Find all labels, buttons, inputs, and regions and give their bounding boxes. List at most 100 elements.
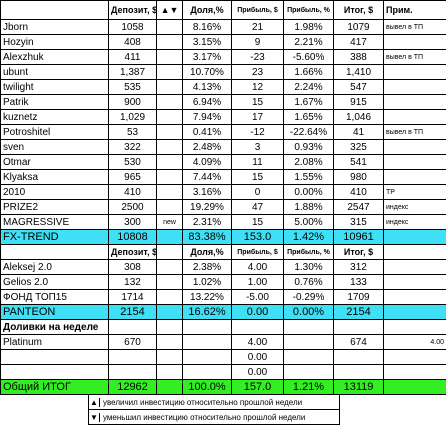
table-cell <box>108 319 157 335</box>
table-cell <box>383 289 446 305</box>
table-cell: 1.55% <box>283 169 334 185</box>
table-cell <box>156 304 183 320</box>
table-row: Gelios 2.0 132 1.02% 1.00 0.76% 133 <box>0 274 446 290</box>
table-cell <box>383 139 446 155</box>
table-cell <box>156 229 183 245</box>
table-cell <box>383 274 446 290</box>
table-cell <box>156 79 183 95</box>
table-cell: 12962 <box>108 379 157 395</box>
table-cell: Platinum <box>0 334 109 350</box>
table-row: Klyaksa 965 7.44% 15 1.55% 980 <box>0 169 446 185</box>
table-cell: 7.44% <box>182 169 232 185</box>
table-cell: 47 <box>231 199 284 215</box>
table-cell: 7.94% <box>182 109 232 125</box>
table-cell: 308 <box>108 259 157 275</box>
table-cell: 157.0 <box>231 379 284 395</box>
table-cell: Jborn <box>0 19 109 35</box>
table-cell: Alexzhuk <box>0 49 109 65</box>
table-cell: 83.38% <box>182 229 232 245</box>
table-row: Депозит, $ ▲▼ Доля,% Прибыль, $ Прибыль, % Ит… <box>0 0 446 20</box>
table-row: PANTEON 2154 16.62% 0.00 0.00% 2154 <box>0 304 446 320</box>
table-cell: 0.00 <box>231 304 284 320</box>
table-cell <box>156 319 183 335</box>
table-cell <box>182 334 232 350</box>
table-cell: 1.67% <box>283 94 334 110</box>
table-cell <box>156 169 183 185</box>
table-row: 0.00 <box>0 364 446 380</box>
table-cell <box>383 229 446 245</box>
table-cell: ubunt <box>0 64 109 80</box>
table-cell: 0 <box>231 184 284 200</box>
table-cell <box>333 319 384 335</box>
table-cell: 410 <box>108 184 157 200</box>
table-cell: 4.00 <box>231 259 284 275</box>
table-row: sven 322 2.48% 3 0.93% 325 <box>0 139 446 155</box>
table-cell: Доля,% <box>182 244 232 260</box>
table-cell: Прим. <box>383 0 446 20</box>
table-cell: Итог, $ <box>333 0 384 20</box>
table-cell: 1.30% <box>283 259 334 275</box>
table-row: kuznetz 1,029 7.94% 17 1.65% 1,046 <box>0 109 446 125</box>
table-cell: 980 <box>333 169 384 185</box>
table-cell: 1058 <box>108 19 157 35</box>
table-cell: 2010 <box>0 184 109 200</box>
table-cell: Klyaksa <box>0 169 109 185</box>
table-cell: 9 <box>231 34 284 50</box>
table-cell <box>383 304 446 320</box>
table-cell: 4.00 <box>231 334 284 350</box>
table-cell: ▲▼ <box>156 0 183 20</box>
table-row: FX-TREND 10808 83.38% 153.0 1.42% 10961 <box>0 229 446 245</box>
table-cell <box>156 184 183 200</box>
table-row: MAGRESSIVE 300 new 2.31% 15 5.00% 315 индекс <box>0 214 446 230</box>
table-cell: 100.0% <box>182 379 232 395</box>
table-cell: 3.17% <box>182 49 232 65</box>
table-cell: sven <box>0 139 109 155</box>
table-cell: вывел в ТП <box>383 19 446 35</box>
table-row: twilight 535 4.13% 12 2.24% 547 <box>0 79 446 95</box>
table-cell: 547 <box>333 79 384 95</box>
table-row: Jborn 1058 8.16% 21 1.98% 1079 вывел в ТП <box>0 19 446 35</box>
table-cell: Доливки на неделе <box>0 319 109 335</box>
table-cell: 1,046 <box>333 109 384 125</box>
table-cell: 2547 <box>333 199 384 215</box>
legend-item: ▲ увеличил инвестицию относительно прошло… <box>88 395 340 410</box>
table-cell: -5.60% <box>283 49 334 65</box>
table-cell: 1.65% <box>283 109 334 125</box>
table-cell <box>156 349 183 365</box>
table-cell: 3 <box>231 139 284 155</box>
table-cell <box>156 49 183 65</box>
table-cell: 10961 <box>333 229 384 245</box>
table-cell: 19.29% <box>182 199 232 215</box>
table-cell: 408 <box>108 34 157 50</box>
legend-symbol: ▼ <box>89 412 100 422</box>
table-cell: 541 <box>333 154 384 170</box>
table-cell: 6.94% <box>182 94 232 110</box>
table-cell: 132 <box>108 274 157 290</box>
table-cell: Aleksej 2.0 <box>0 259 109 275</box>
table-cell: 2.31% <box>182 214 232 230</box>
table-cell: 2.21% <box>283 34 334 50</box>
table-row: Общий ИТОГ 12962 100.0% 157.0 1.21% 13119 <box>0 379 446 395</box>
table-cell <box>383 379 446 395</box>
table-cell: 0.41% <box>182 124 232 140</box>
table-cell: Депозит, $ <box>108 244 157 260</box>
table-cell <box>383 94 446 110</box>
table-cell <box>0 364 109 380</box>
table-cell: вывел в ТП <box>383 49 446 65</box>
table-row: Platinum 670 4.00 674 4.00 <box>0 334 446 350</box>
table-cell: -0.29% <box>283 289 334 305</box>
table-cell <box>283 364 334 380</box>
table-cell: Прибыль, $ <box>231 0 284 20</box>
report-table: Депозит, $ ▲▼ Доля,% Прибыль, $ Прибыль, % Ит… <box>0 0 446 395</box>
table-cell <box>383 244 446 260</box>
table-cell: вывел в ТП <box>383 124 446 140</box>
table-cell: 8.16% <box>182 19 232 35</box>
table-cell: 2.48% <box>182 139 232 155</box>
table-cell: 13.22% <box>182 289 232 305</box>
table-cell: 4.13% <box>182 79 232 95</box>
table-cell: 4.09% <box>182 154 232 170</box>
table-cell: 410 <box>333 184 384 200</box>
table-cell: Итог, $ <box>333 244 384 260</box>
table-cell: 1.98% <box>283 19 334 35</box>
